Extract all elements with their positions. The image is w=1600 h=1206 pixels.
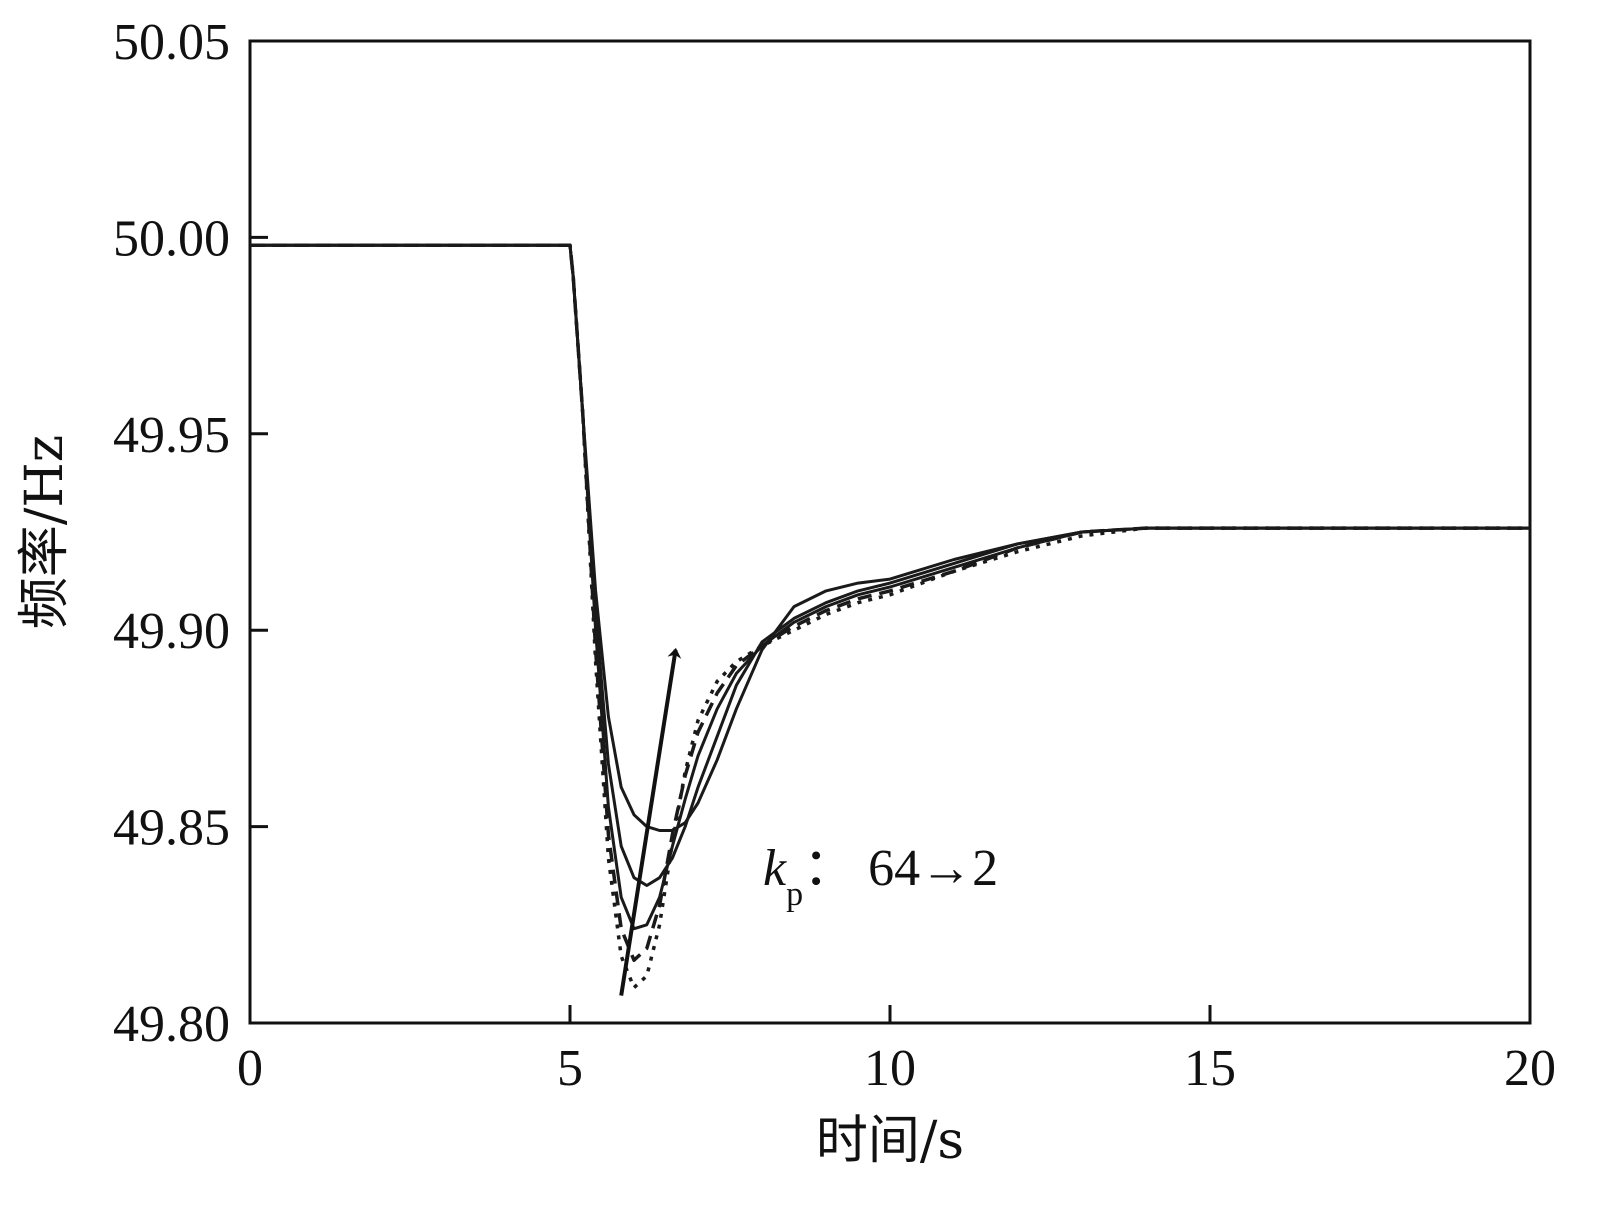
x-tick-label: 10 (864, 1040, 916, 1097)
y-tick-labels: 49.80 49.85 49.90 49.95 50.00 50.05 (113, 14, 230, 1053)
series-line-5 (250, 243, 1530, 990)
series-line-2 (250, 243, 1530, 887)
series-layer (250, 243, 1530, 990)
ticks (248, 39, 1532, 1025)
y-tick-label: 49.90 (113, 603, 230, 660)
x-tick-label: 0 (237, 1040, 263, 1097)
x-tick-label: 15 (1184, 1040, 1236, 1097)
x-tick-label: 5 (557, 1040, 583, 1097)
y-tick-label: 49.80 (113, 996, 230, 1053)
series-line-3 (250, 243, 1530, 931)
x-axis-label: 时间/s (816, 1111, 964, 1171)
annotation-range: ： 64→2 (803, 840, 998, 897)
y-axis-label: 频率/Hz (15, 435, 75, 629)
series-line-4 (250, 243, 1530, 962)
x-tick-labels: 0 5 10 15 20 (237, 1040, 1556, 1097)
annotation-label: kp： 64→2 (763, 840, 998, 913)
annotation-k-subscript: p (786, 876, 803, 913)
y-tick-label: 50.05 (113, 14, 230, 71)
annotation-k: k (763, 840, 787, 897)
y-tick-label: 49.85 (113, 800, 230, 857)
x-tick-label: 20 (1504, 1040, 1556, 1097)
y-tick-label: 49.95 (113, 407, 230, 464)
y-tick-label: 50.00 (113, 210, 230, 267)
annotation-arrow (619, 647, 682, 996)
series-line-1 (250, 243, 1530, 832)
